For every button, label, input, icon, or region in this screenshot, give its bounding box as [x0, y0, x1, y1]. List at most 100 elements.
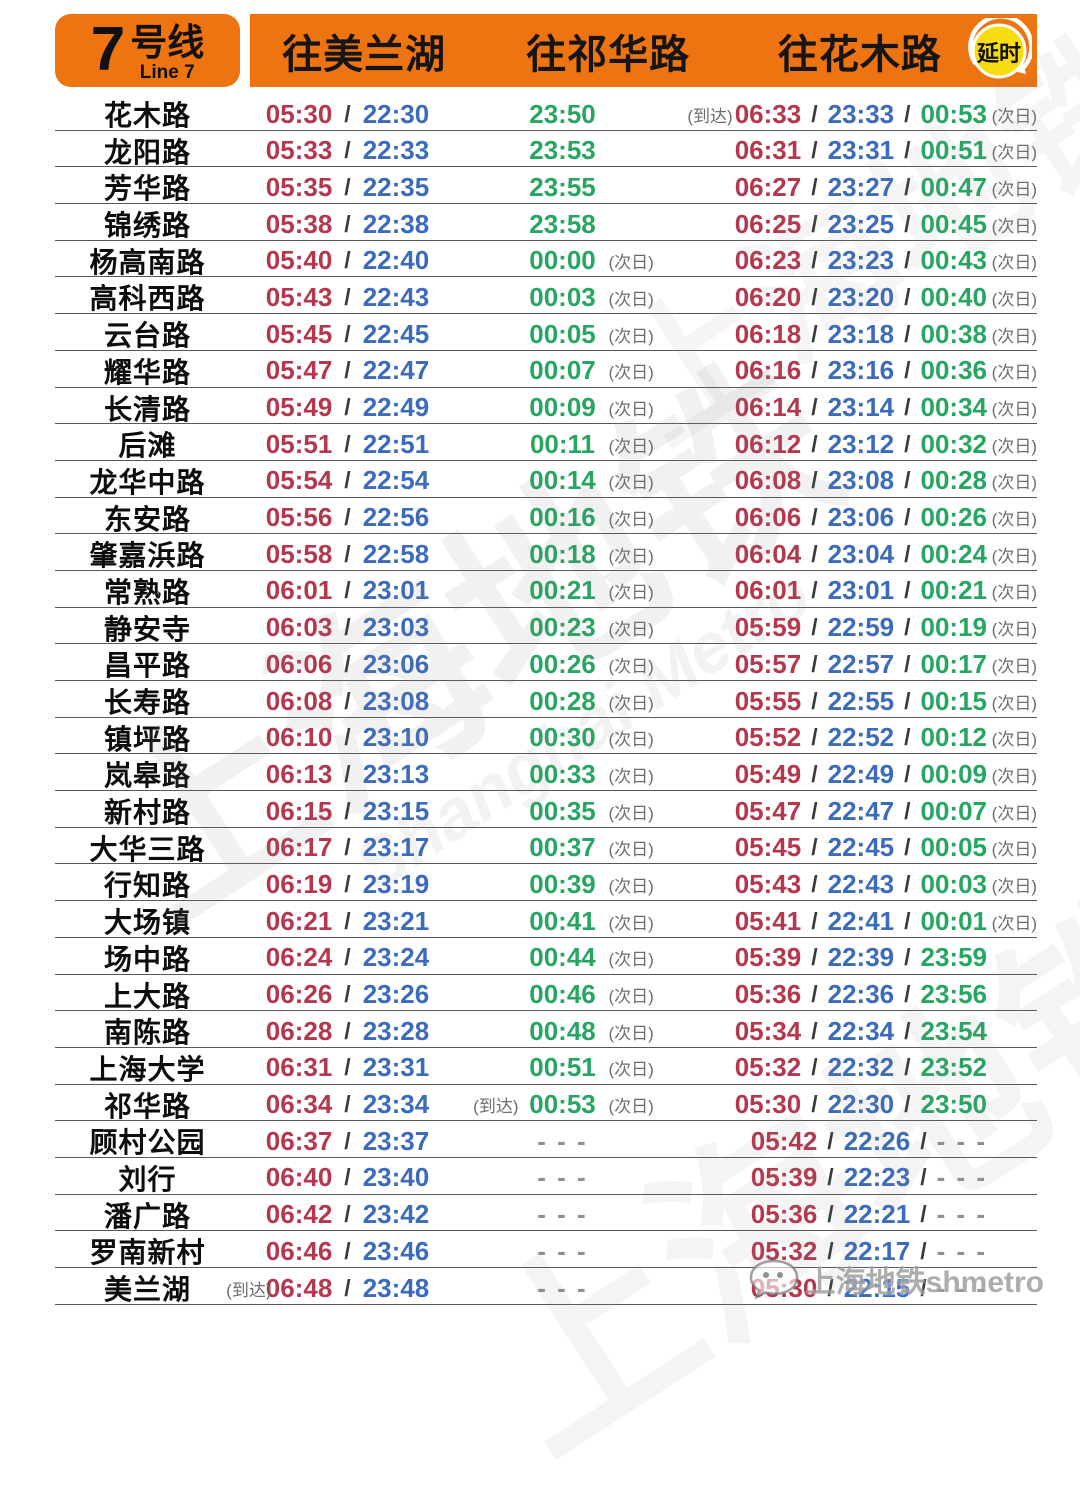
last-train-time: 22:59	[827, 612, 895, 643]
time-separator: /	[904, 173, 911, 200]
table-row: 杨高南路 05:40 / 22:40 00:00 (次日) 06:23 / 23…	[55, 241, 1037, 278]
table-row: 大华三路 06:17 / 23:17 00:37 (次日) 05:45 / 22…	[55, 828, 1037, 865]
extended-last-train-time: 00:40	[920, 281, 988, 312]
time-separator: /	[344, 1164, 351, 1191]
last-train-time: 22:26	[843, 1125, 911, 1156]
extended-last-train-time: 00:14	[529, 465, 596, 496]
extended-last-train-time: 00:19	[920, 612, 988, 643]
station-name: 刘行	[118, 1163, 177, 1195]
first-train-time: 06:03	[265, 612, 333, 643]
next-day-label: (次日)	[608, 363, 654, 383]
last-train-time: 23:14	[827, 392, 895, 422]
last-train-time: 22:35	[362, 171, 430, 202]
station-name: 锦绣路	[103, 210, 191, 242]
arrival-label: (到达)	[687, 106, 733, 126]
first-train-time: 05:59	[734, 612, 802, 643]
station-name: 静安寺	[103, 613, 191, 645]
to-meilanhu-times: 05:49 / 22:49	[240, 392, 455, 423]
next-day-label: (次日)	[608, 1097, 654, 1117]
last-train-time: 22:36	[827, 979, 895, 1009]
to-qihualu-times: 23:53	[455, 135, 670, 166]
to-qihualu-times: (到达) 00:53 (次日)	[455, 1089, 670, 1120]
last-train-time: 22:45	[827, 832, 895, 863]
extended-last-train-time: 00:09	[920, 758, 988, 789]
first-train-time: 05:45	[265, 318, 333, 349]
first-train-time: 06:33	[734, 98, 802, 129]
last-train-time: 22:40	[362, 245, 430, 276]
time-separator: /	[344, 137, 351, 164]
table-row: 耀华路 05:47 / 22:47 00:07 (次日) 06:16 / 23:…	[55, 351, 1037, 388]
last-train-time: 23:37	[362, 1125, 430, 1156]
next-day-label: (次日)	[991, 106, 1037, 126]
to-qihualu-times: 00:03 (次日)	[455, 282, 670, 313]
to-meilanhu-times: 06:46 / 23:46	[240, 1236, 455, 1267]
station-name: 上海大学	[89, 1053, 206, 1085]
time-separator: /	[904, 1017, 911, 1044]
station-name: 花木路	[103, 100, 191, 131]
next-day-label: (次日)	[991, 436, 1037, 456]
time-separator: /	[344, 1237, 351, 1264]
last-train-time: 23:28	[362, 1015, 430, 1046]
next-day-label: (次日)	[608, 693, 654, 713]
next-day-label: (次日)	[608, 876, 654, 896]
to-qihualu-times: 00:26 (次日)	[455, 649, 670, 680]
to-huamulu-times: 05:47 / 22:47 / 00:07 (次日)	[670, 796, 1037, 827]
to-huamulu-times: 05:30 / 22:30 / 23:50	[670, 1089, 1037, 1120]
time-separator: /	[920, 1201, 927, 1228]
extended-last-train-time: 23:58	[529, 208, 596, 239]
extended-last-train-time: 23:55	[529, 171, 596, 202]
time-separator: /	[344, 724, 351, 751]
first-train-time: 05:43	[265, 281, 333, 312]
time-separator: /	[344, 834, 351, 861]
time-separator: /	[344, 1127, 351, 1154]
next-day-label: (次日)	[991, 216, 1037, 236]
first-train-time: 06:04	[734, 538, 802, 569]
time-separator: /	[811, 687, 818, 714]
to-meilanhu-times: 06:42 / 23:42	[240, 1199, 455, 1230]
table-row: 南陈路 06:28 / 23:28 00:48 (次日) 05:34 / 22:…	[55, 1011, 1037, 1048]
next-day-label: (次日)	[991, 473, 1037, 493]
to-huamulu-times: 06:31 / 23:31 / 00:51 (次日)	[670, 135, 1037, 166]
last-train-time: 23:31	[827, 135, 895, 166]
to-huamulu-times: 06:12 / 23:12 / 00:32 (次日)	[670, 429, 1037, 460]
time-separator: /	[344, 467, 351, 494]
station-name: 镇坪路	[103, 723, 191, 755]
to-qihualu-times: 00:33 (次日)	[455, 759, 670, 790]
to-qihualu-times: 00:35 (次日)	[455, 796, 670, 827]
last-train-time: 22:34	[827, 1015, 895, 1046]
time-separator: /	[920, 1127, 927, 1154]
next-day-label: (次日)	[608, 1060, 654, 1080]
first-train-time: 06:15	[265, 795, 333, 826]
time-separator: /	[904, 137, 911, 164]
table-row: 行知路 06:19 / 23:19 00:39 (次日) 05:43 / 22:…	[55, 864, 1037, 901]
station-name: 顾村公园	[89, 1127, 206, 1159]
to-huamulu-times: 06:06 / 23:06 / 00:26 (次日)	[670, 502, 1037, 533]
next-day-label: (次日)	[608, 289, 654, 309]
to-meilanhu-times: 06:10 / 23:10	[240, 722, 455, 753]
first-train-time: 06:23	[734, 245, 802, 276]
time-separator: /	[904, 614, 911, 641]
next-day-label: (次日)	[991, 253, 1037, 273]
delay-service-badge: 延时	[966, 17, 1032, 84]
time-separator: /	[811, 430, 818, 457]
extended-last-train-time: 00:51	[529, 1052, 596, 1083]
to-qihualu-times: - - -	[455, 1162, 670, 1193]
station-name: 长寿路	[103, 687, 191, 718]
first-train-time: 06:12	[734, 428, 802, 459]
table-row: 岚皋路 06:13 / 23:13 00:33 (次日) 05:49 / 22:…	[55, 754, 1037, 791]
table-row: 龙阳路 05:33 / 22:33 23:53 06:31 / 23:31 / …	[55, 131, 1037, 168]
first-train-time: 05:40	[265, 245, 333, 276]
last-train-time: 22:47	[827, 795, 895, 826]
line-name-en: Line 7	[139, 61, 195, 83]
last-train-time: 23:26	[362, 979, 430, 1009]
time-separator: /	[344, 650, 351, 677]
first-train-time: 05:34	[734, 1015, 802, 1046]
first-train-time: 05:32	[750, 1235, 818, 1266]
time-separator: /	[811, 577, 818, 604]
next-day-label: (次日)	[991, 583, 1037, 603]
time-separator: /	[827, 1164, 834, 1191]
direction-to-huamulu: 往花木路	[777, 32, 942, 77]
last-train-time: 22:21	[843, 1199, 911, 1230]
to-huamulu-times: 05:34 / 22:34 / 23:54	[670, 1016, 1037, 1047]
station-name: 耀华路	[103, 356, 191, 388]
